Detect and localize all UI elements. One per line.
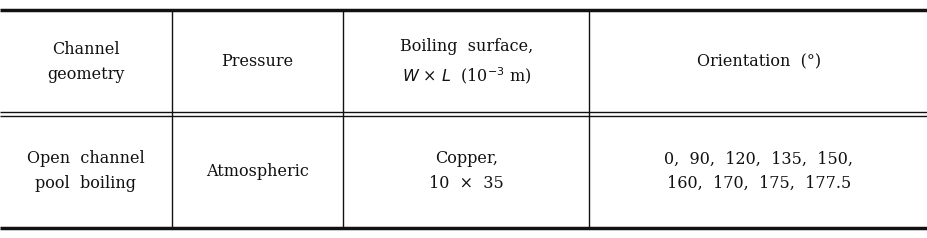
Text: Atmospheric: Atmospheric bbox=[206, 163, 309, 180]
Text: Orientation  (°): Orientation (°) bbox=[696, 53, 819, 70]
Text: Boiling  surface,
$W$ × $L$  (10$^{-3}$ m): Boiling surface, $W$ × $L$ (10$^{-3}$ m) bbox=[400, 38, 532, 86]
Text: Copper,
10  ×  35: Copper, 10 × 35 bbox=[428, 150, 503, 192]
Text: Open  channel
pool  boiling: Open channel pool boiling bbox=[27, 150, 145, 192]
Text: 0,  90,  120,  135,  150,
160,  170,  175,  177.5: 0, 90, 120, 135, 150, 160, 170, 175, 177… bbox=[664, 150, 852, 192]
Text: Channel
geometry: Channel geometry bbox=[47, 41, 124, 83]
Text: Pressure: Pressure bbox=[222, 53, 293, 70]
